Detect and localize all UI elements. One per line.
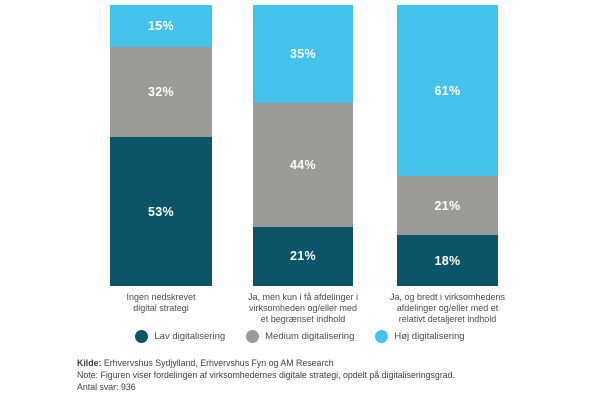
category-label: Ja, men kun i få afdelinger i virksomhed… [247,292,359,324]
segment-value-label: 21% [434,198,461,213]
legend-color-dot-icon [246,330,260,343]
bar-segment: 21% [253,226,353,286]
segment-value-label: 35% [290,47,316,62]
bar-segment: 44% [253,103,353,227]
source-text: Erhvervshus Sydjylland, Erhvervshus Fyn … [101,358,334,368]
category-label: Ingen nedskrevet digital strategi [126,292,196,313]
legend-label: Høj digitalisering [394,331,465,342]
stacked-bar: 15% 32% 53% [110,5,212,286]
footer-notes: Kilde: Erhvervshus Sydjylland, Erhvervsh… [77,358,455,393]
segment-value-label: 61% [434,83,461,98]
legend-item: Høj digitalisering [375,330,465,343]
legend-label: Medium digitalisering [265,331,355,342]
segment-value-label: 18% [434,253,461,268]
source-label: Kilde: [77,358,102,368]
category-label: Ja, og bredt i virksomhedens afdelinger … [389,292,506,324]
legend-color-dot-icon [375,330,389,343]
note-line: Note: Figuren viser fordelingen af virks… [77,369,455,380]
bar-segment: 15% [110,5,212,48]
bar-segment: 18% [397,235,498,286]
source-line: Kilde: Erhvervshus Sydjylland, Erhvervsh… [77,358,455,370]
bar-segment: 53% [110,137,212,286]
stacked-bar: 61% 21% 18% [397,5,498,286]
respondent-count: Antal svar: 936 [77,381,136,392]
legend-label: Lav digitalisering [154,331,226,342]
bar-segment: 21% [397,176,498,236]
segment-value-label: 15% [148,19,174,34]
legend-item: Medium digitalisering [246,330,354,343]
bar-segment: 35% [253,5,353,104]
bar-segment: 32% [110,47,212,138]
legend: Lav digitalisering Medium digitalisering H… [0,330,600,343]
stacked-bar: 35% 44% 21% [253,5,353,286]
segment-value-label: 21% [290,249,316,264]
legend-color-dot-icon [135,330,149,343]
segment-value-label: 53% [148,204,174,219]
bar-segment: 61% [397,5,498,177]
segment-value-label: 44% [290,158,316,173]
segment-value-label: 32% [148,85,174,100]
legend-item: Lav digitalisering [135,330,225,343]
